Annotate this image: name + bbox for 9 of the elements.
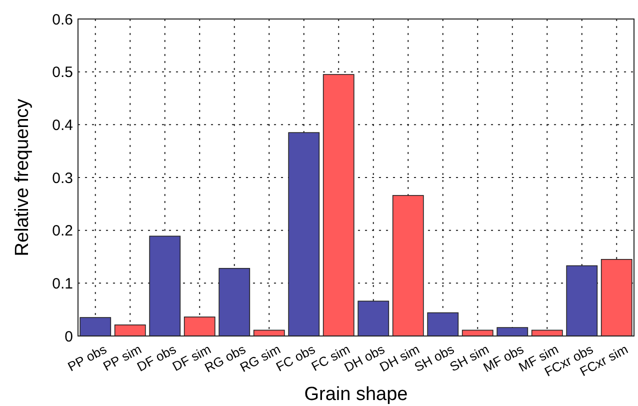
x-axis-title: Grain shape [304,384,408,405]
y-axis-title: Relative frequency [12,98,33,256]
y-tick-label: 0.6 [52,11,73,28]
y-tick-label: 0 [64,328,73,346]
y-tick-label: 0.3 [52,170,73,187]
y-tick-label: 0.2 [52,222,73,240]
y-tick-label: 0.4 [52,116,73,134]
y-tick-label: 0.1 [52,275,73,292]
y-tick-label: 0.5 [52,64,73,82]
